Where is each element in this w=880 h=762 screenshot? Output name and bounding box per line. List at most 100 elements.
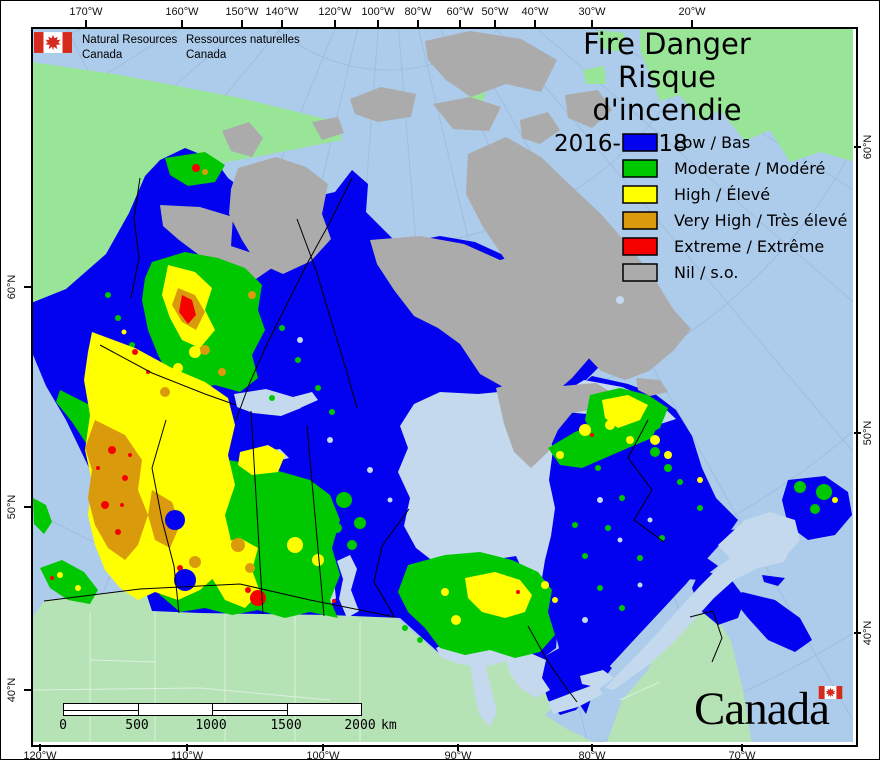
- lake-michigan: [470, 661, 497, 727]
- axis-tick-label: 30°W: [578, 6, 606, 18]
- wordmark-flag-icon: [818, 686, 843, 699]
- scalebar-tick: 500: [125, 718, 149, 733]
- axis-tick-label: 110°W: [170, 750, 204, 762]
- axis-tick: [854, 632, 861, 634]
- devon-island: [433, 97, 501, 131]
- wordmark-text: Canada: [694, 683, 830, 735]
- axis-tick-label: 150°W: [225, 6, 259, 18]
- gaspe: [660, 553, 718, 580]
- legend-swatch-very-high: [622, 211, 658, 230]
- axis-tick: [741, 744, 743, 751]
- prince-edward-island: [762, 575, 785, 586]
- legend-swatch-extreme: [622, 237, 658, 256]
- yukon-nwt-border: [235, 177, 353, 421]
- legend-label: Low / Bas: [674, 133, 751, 152]
- scalebar-segment: [64, 704, 138, 715]
- scalebar-bar: [63, 703, 362, 716]
- axis-tick-label: 70°W: [728, 750, 756, 762]
- legend-label: Moderate / Modéré: [674, 159, 826, 178]
- legend-row-nil: Nil / s.o.: [622, 263, 847, 282]
- axis-tick: [377, 20, 379, 27]
- title-date: 2016-08-18: [554, 131, 688, 157]
- gov-header: Natural Resources Canada Ressources natu…: [34, 32, 316, 63]
- legend-swatch-high: [622, 185, 658, 204]
- axis-tick: [39, 744, 41, 751]
- legend-swatch-low: [622, 133, 658, 152]
- legend-row-low: Low / Bas: [622, 133, 847, 152]
- legend-swatch-nil: [622, 263, 658, 282]
- great-slave-lake: [234, 389, 301, 416]
- nwt-nunavut-border: [296, 218, 358, 409]
- gulf-st-lawrence: [718, 512, 800, 568]
- bc-alberta-border: [151, 419, 180, 614]
- axis-tick: [854, 432, 861, 434]
- scalebar: 0 500 1000 1500 2000 km: [59, 703, 403, 733]
- axis-tick: [334, 20, 336, 27]
- axis-tick-label: 60°N: [6, 274, 18, 300]
- axis-tick-label: 120°W: [23, 750, 57, 762]
- dept-name-en: Natural Resources Canada: [82, 34, 178, 61]
- axis-tick: [854, 146, 861, 148]
- legend-row-extreme: Extreme / Extrême: [622, 237, 847, 256]
- borders: [43, 177, 723, 703]
- ungava: [496, 379, 614, 468]
- manitoba-ontario-border: [373, 508, 410, 617]
- tuktoyaktuk-band: [160, 205, 272, 279]
- legend-row-high: High / Élevé: [622, 185, 847, 204]
- axis-tick-label: 50°N: [862, 420, 874, 446]
- axis-tick-label: 50°W: [481, 6, 509, 18]
- ontario-quebec-border: [527, 625, 578, 703]
- canada-wordmark: Canada: [694, 684, 864, 740]
- state-borders: [32, 600, 661, 742]
- quebec-labrador-border: [627, 419, 665, 543]
- canada-us-border: [43, 583, 396, 618]
- victoria-island: [229, 157, 331, 274]
- axis-tick-label: 80°W: [578, 750, 606, 762]
- axis-tick-label: 90°W: [444, 750, 472, 762]
- maine-nb-border: [689, 610, 723, 663]
- legend-swatch-moderate: [622, 159, 658, 178]
- axis-tick-label: 140°W: [265, 6, 299, 18]
- sask-manitoba-border: [306, 425, 325, 617]
- axis-tick-label: 100°W: [306, 750, 340, 762]
- ellesmere-island: [425, 31, 557, 97]
- bc-north-border: [99, 344, 237, 406]
- scalebar-tick: 1500: [270, 718, 302, 733]
- axis-tick: [534, 20, 536, 27]
- axis-tick-label: 40°W: [521, 6, 549, 18]
- legend-label: Very High / Très élevé: [674, 211, 848, 230]
- axis-tick-label: 50°N: [6, 494, 18, 520]
- axis-tick: [691, 20, 693, 27]
- southampton-island: [478, 307, 536, 356]
- title-en: Fire Danger: [583, 27, 751, 61]
- lake-erie: [548, 684, 603, 714]
- maine: [607, 611, 752, 742]
- baffin-island: [466, 137, 691, 380]
- scalebar-tick: 0: [59, 718, 67, 733]
- alaska-yukon-border: [130, 177, 141, 299]
- axis-tick-label: 160°W: [165, 6, 199, 18]
- axis-tick-label: 120°W: [318, 6, 352, 18]
- banks-island: [222, 122, 263, 157]
- nova-scotia: [735, 592, 812, 652]
- axis-tick: [85, 20, 87, 27]
- extreme-patches: [50, 164, 594, 606]
- axis-tick: [494, 20, 496, 27]
- axis-tick-label: 40°N: [6, 677, 18, 703]
- legend-row-moderate: Moderate / Modéré: [622, 159, 847, 178]
- legend-row-very-high: Very High / Très élevé: [622, 211, 847, 230]
- axis-tick: [186, 744, 188, 751]
- lake-huron: [505, 652, 550, 698]
- axis-tick-label: 60°W: [446, 6, 474, 18]
- axis-tick-label: 60°N: [862, 134, 874, 160]
- small-lakes: [297, 296, 653, 623]
- nil-regions: [160, 31, 691, 396]
- legend: Low / Bas Moderate / Modéré High / Élevé…: [622, 133, 847, 289]
- scalebar-segment: [137, 704, 212, 715]
- axis-tick-label: 20°W: [678, 6, 706, 18]
- scalebar-tick: 2000: [344, 718, 376, 733]
- title-fr: Risque d'incendie: [592, 60, 742, 127]
- map-title: Fire Danger Risque d'incendie 2016-08-18: [540, 28, 794, 158]
- melville-island: [350, 87, 416, 122]
